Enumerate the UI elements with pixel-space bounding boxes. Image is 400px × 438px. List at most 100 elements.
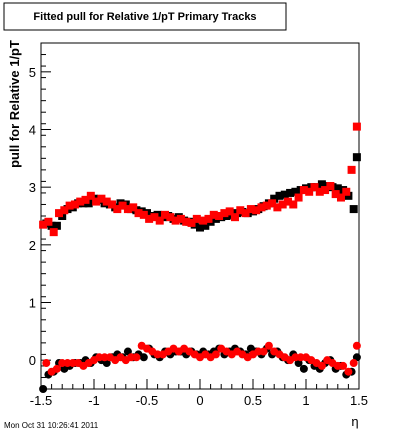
data-point (257, 203, 266, 212)
data-point (49, 228, 58, 237)
data-point (145, 214, 154, 223)
data-point (70, 200, 79, 209)
x-tick-label: -1 (88, 393, 100, 408)
data-point (262, 201, 271, 210)
data-point (39, 385, 48, 393)
data-point (321, 186, 330, 195)
data-point (150, 213, 159, 222)
data-point (65, 201, 74, 210)
data-point (52, 221, 61, 230)
data-point (333, 184, 342, 193)
data-point (225, 207, 234, 216)
data-point (42, 359, 51, 368)
data-point (44, 217, 53, 226)
series-3 (42, 341, 361, 376)
series-1 (39, 122, 361, 237)
data-point (294, 193, 303, 202)
data-point (278, 200, 287, 209)
data-point (47, 221, 56, 230)
data-point (259, 347, 268, 356)
y-tick-label: 1 (29, 296, 36, 311)
data-point (286, 188, 295, 197)
marks-layer (39, 122, 361, 393)
x-tick-label: 1 (302, 393, 309, 408)
data-point (310, 183, 319, 192)
data-point (241, 209, 250, 218)
data-point (215, 212, 224, 220)
data-point (246, 205, 255, 214)
data-point (182, 217, 191, 226)
data-point (211, 350, 220, 359)
data-point (97, 194, 106, 203)
data-point (60, 206, 69, 215)
data-point (129, 203, 138, 212)
data-point (344, 367, 353, 376)
data-point (155, 216, 164, 225)
chart-title: Fitted pull for Relative 1/pT Primary Tr… (33, 11, 256, 23)
data-point (344, 191, 353, 200)
data-point (291, 187, 300, 196)
timestamp: Mon Oct 31 10:26:41 2011 (4, 421, 99, 430)
data-point (326, 182, 335, 191)
data-point (305, 187, 314, 196)
data-point (339, 361, 348, 370)
x-tick-label: 0 (196, 393, 203, 408)
data-point (39, 220, 48, 229)
data-point (166, 213, 175, 222)
data-point (113, 205, 122, 214)
title-frame (3, 2, 287, 31)
y-axis-label: pull for Relative 1/pT (7, 40, 22, 168)
x-axis-label: η (351, 414, 358, 429)
data-point (342, 187, 351, 196)
data-point (187, 218, 196, 227)
data-point (139, 353, 148, 362)
data-point (264, 341, 273, 350)
data-point (76, 197, 85, 206)
data-point (52, 364, 61, 373)
data-point (199, 216, 208, 225)
data-point (134, 209, 143, 218)
data-point (268, 199, 277, 208)
data-point (192, 214, 201, 223)
data-point (220, 209, 229, 218)
data-point (280, 190, 289, 199)
data-point (204, 214, 213, 223)
data-point (176, 214, 185, 223)
y-tick-label: 0 (29, 353, 36, 368)
data-point (108, 200, 117, 209)
x-tick-label: 1.5 (350, 393, 368, 408)
data-point (349, 205, 358, 214)
data-point (55, 209, 64, 218)
data-point (352, 341, 361, 350)
y-tick-label: 5 (29, 65, 36, 80)
data-point (349, 359, 358, 368)
y-tick-label: 4 (29, 123, 36, 138)
data-point (102, 197, 111, 206)
data-point (336, 193, 345, 202)
data-point (315, 187, 324, 196)
data-point (92, 197, 101, 206)
data-point (352, 122, 361, 131)
axes-layer: -1.5 -1 -0.5 0 0.5 1 1.5 0 1 2 3 4 5 (29, 42, 368, 408)
data-point (230, 213, 239, 222)
data-point (196, 223, 204, 232)
data-point (352, 153, 361, 162)
x-tick-label: -0.5 (136, 393, 158, 408)
data-point (275, 191, 284, 200)
data-point (209, 210, 218, 219)
x-tick-label: 0.5 (244, 393, 262, 408)
data-point (283, 197, 292, 206)
data-point (317, 180, 326, 189)
data-point (331, 190, 340, 199)
data-point (270, 194, 279, 203)
y-tick-label: 3 (29, 180, 36, 195)
data-point (81, 195, 90, 204)
data-point (161, 210, 170, 219)
data-point (86, 191, 95, 200)
data-point (236, 206, 245, 215)
data-point (123, 205, 132, 214)
data-point (201, 221, 210, 230)
data-point (347, 165, 356, 174)
